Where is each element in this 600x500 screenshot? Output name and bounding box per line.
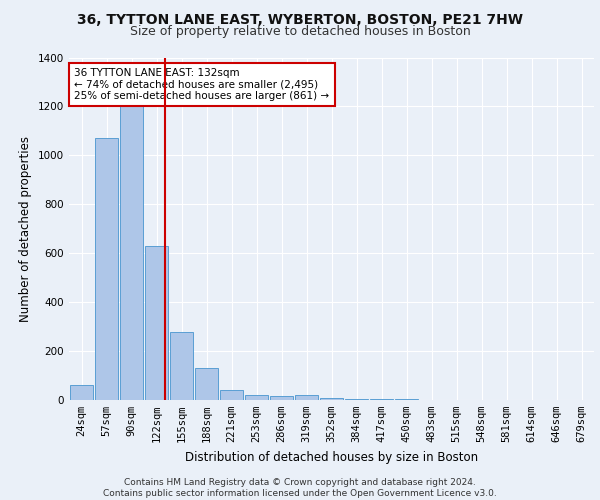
Bar xyxy=(145,246,169,400)
Bar xyxy=(70,386,94,400)
Text: Size of property relative to detached houses in Boston: Size of property relative to detached ho… xyxy=(130,25,470,38)
Bar xyxy=(395,399,418,400)
X-axis label: Distribution of detached houses by size in Boston: Distribution of detached houses by size … xyxy=(185,450,478,464)
Bar xyxy=(194,368,218,400)
Bar xyxy=(95,138,118,400)
Bar xyxy=(295,395,319,400)
Bar xyxy=(220,390,244,400)
Bar xyxy=(245,395,268,400)
Bar xyxy=(320,398,343,400)
Bar xyxy=(269,396,293,400)
Text: 36 TYTTON LANE EAST: 132sqm
← 74% of detached houses are smaller (2,495)
25% of : 36 TYTTON LANE EAST: 132sqm ← 74% of det… xyxy=(74,68,329,101)
Bar xyxy=(370,399,394,400)
Y-axis label: Number of detached properties: Number of detached properties xyxy=(19,136,32,322)
Bar xyxy=(119,99,143,400)
Bar xyxy=(170,332,193,400)
Text: Contains HM Land Registry data © Crown copyright and database right 2024.
Contai: Contains HM Land Registry data © Crown c… xyxy=(103,478,497,498)
Bar xyxy=(344,399,368,400)
Text: 36, TYTTON LANE EAST, WYBERTON, BOSTON, PE21 7HW: 36, TYTTON LANE EAST, WYBERTON, BOSTON, … xyxy=(77,12,523,26)
